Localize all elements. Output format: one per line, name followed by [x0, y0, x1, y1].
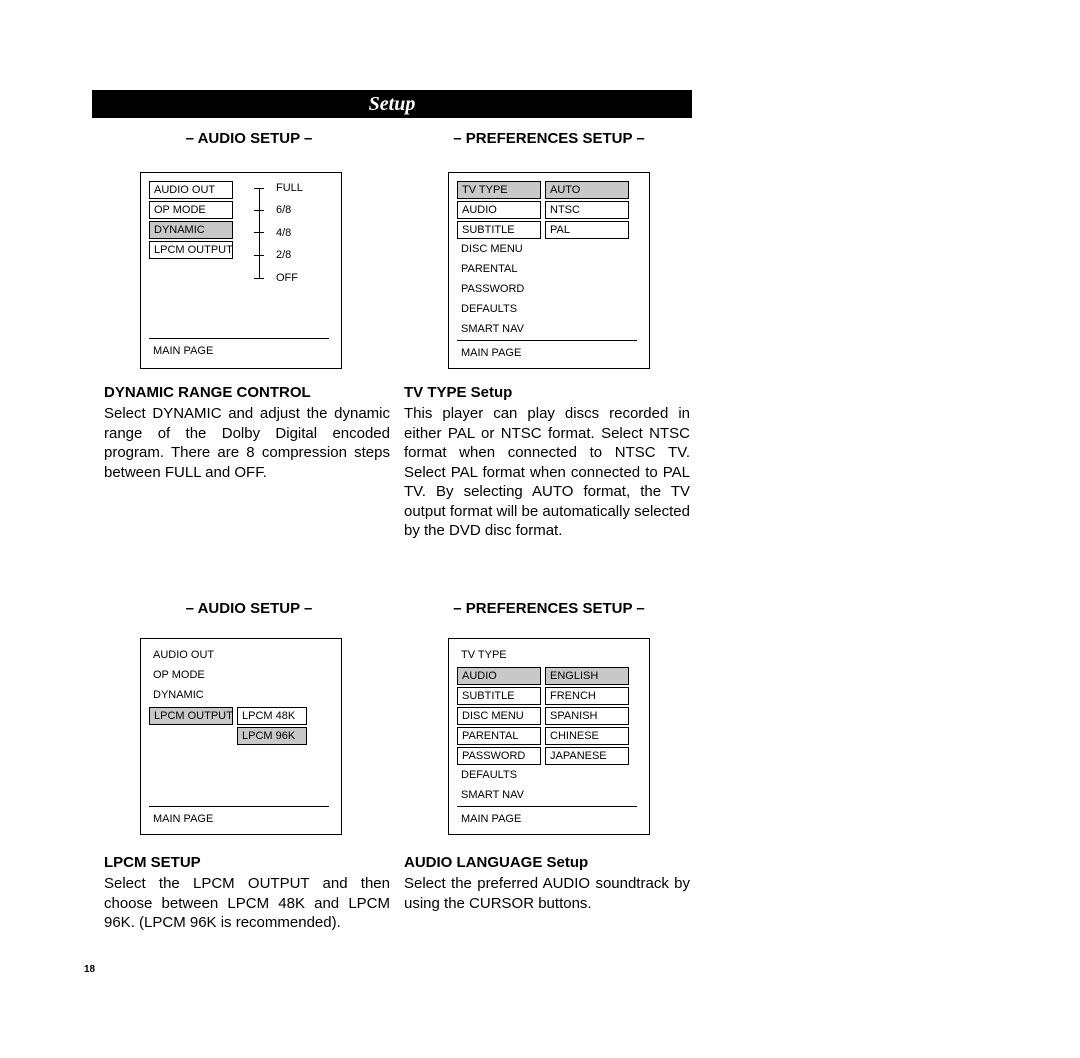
menu-item[interactable]: SMART NAV [457, 787, 539, 803]
option-item[interactable]: SPANISH [545, 707, 629, 725]
menu-item[interactable]: DISC MENU [457, 707, 541, 725]
option-item[interactable]: CHINESE [545, 727, 629, 745]
option-item-selected[interactable]: ENGLISH [545, 667, 629, 685]
menu-item[interactable]: OP MODE [149, 667, 231, 683]
menu-item[interactable]: SMART NAV [457, 321, 539, 337]
main-page-link[interactable]: MAIN PAGE [457, 345, 539, 361]
menu-item[interactable]: PARENTAL [457, 261, 539, 277]
slider-label: FULL [276, 182, 303, 194]
page-number: 18 [84, 964, 95, 975]
option-item[interactable]: PAL [545, 221, 629, 239]
pref-setup-menu-2: TV TYPE AUDIO SUBTITLE DISC MENU PARENTA… [448, 638, 650, 835]
audio-lang-heading: AUDIO LANGUAGE Setup [404, 854, 588, 871]
menu-item[interactable]: PASSWORD [457, 747, 541, 765]
audio-setup-menu-2: AUDIO OUT OP MODE DYNAMIC LPCM OUTPUT MA… [140, 638, 342, 835]
main-page-link[interactable]: MAIN PAGE [149, 811, 231, 827]
option-item[interactable]: FRENCH [545, 687, 629, 705]
pref-setup-title-2: – PREFERENCES SETUP – [404, 600, 694, 617]
menu-item[interactable]: DEFAULTS [457, 767, 539, 783]
lpcm-body: Select the LPCM OUTPUT and then choose b… [104, 874, 390, 933]
audio-setup-menu-1: AUDIO OUT OP MODE DYNAMIC LPCM OUTPUT MA… [140, 172, 342, 369]
audio-lang-body: Select the preferred AUDIO soundtrack by… [404, 874, 690, 913]
slider-label: 6/8 [276, 204, 291, 216]
tv-type-heading: TV TYPE Setup [404, 384, 512, 401]
slider-label: 2/8 [276, 249, 291, 261]
menu-item[interactable]: AUDIO OUT [149, 181, 233, 199]
menu-item[interactable]: DISC MENU [457, 241, 539, 257]
menu-item[interactable]: AUDIO OUT [149, 647, 231, 663]
menu-item-selected[interactable]: LPCM OUTPUT [149, 707, 233, 725]
slider-label: OFF [276, 272, 298, 284]
option-item-selected[interactable]: LPCM 96K [237, 727, 307, 745]
tv-type-body: This player can play discs recorded in e… [404, 404, 690, 541]
pref-setup-menu-1: TV TYPE AUDIO SUBTITLE DISC MENU PARENTA… [448, 172, 650, 369]
menu-item[interactable]: DEFAULTS [457, 301, 539, 317]
option-item-selected[interactable]: AUTO [545, 181, 629, 199]
dynamic-range-body: Select DYNAMIC and adjust the dynamic ra… [104, 404, 390, 482]
menu-item[interactable]: LPCM OUTPUT [149, 241, 233, 259]
audio-setup-title-2: – AUDIO SETUP – [104, 600, 394, 617]
menu-item[interactable]: OP MODE [149, 201, 233, 219]
setup-banner: Setup [92, 90, 692, 118]
menu-item[interactable]: DYNAMIC [149, 687, 231, 703]
option-item[interactable]: LPCM 48K [237, 707, 307, 725]
lpcm-heading: LPCM SETUP [104, 854, 201, 871]
menu-item[interactable]: TV TYPE [457, 647, 539, 663]
audio-setup-title-1: – AUDIO SETUP – [104, 130, 394, 147]
menu-item-selected[interactable]: DYNAMIC [149, 221, 233, 239]
menu-item[interactable]: PARENTAL [457, 727, 541, 745]
option-item[interactable]: NTSC [545, 201, 629, 219]
main-page-link[interactable]: MAIN PAGE [457, 811, 539, 827]
menu-item-selected[interactable]: TV TYPE [457, 181, 541, 199]
slider-label: 4/8 [276, 227, 291, 239]
pref-setup-title-1: – PREFERENCES SETUP – [404, 130, 694, 147]
menu-item-selected[interactable]: AUDIO [457, 667, 541, 685]
menu-item[interactable]: SUBTITLE [457, 687, 541, 705]
option-item[interactable]: JAPANESE [545, 747, 629, 765]
menu-item[interactable]: AUDIO [457, 201, 541, 219]
menu-item[interactable]: PASSWORD [457, 281, 539, 297]
dynamic-range-heading: DYNAMIC RANGE CONTROL [104, 384, 311, 401]
main-page-link[interactable]: MAIN PAGE [149, 343, 231, 359]
menu-item[interactable]: SUBTITLE [457, 221, 541, 239]
